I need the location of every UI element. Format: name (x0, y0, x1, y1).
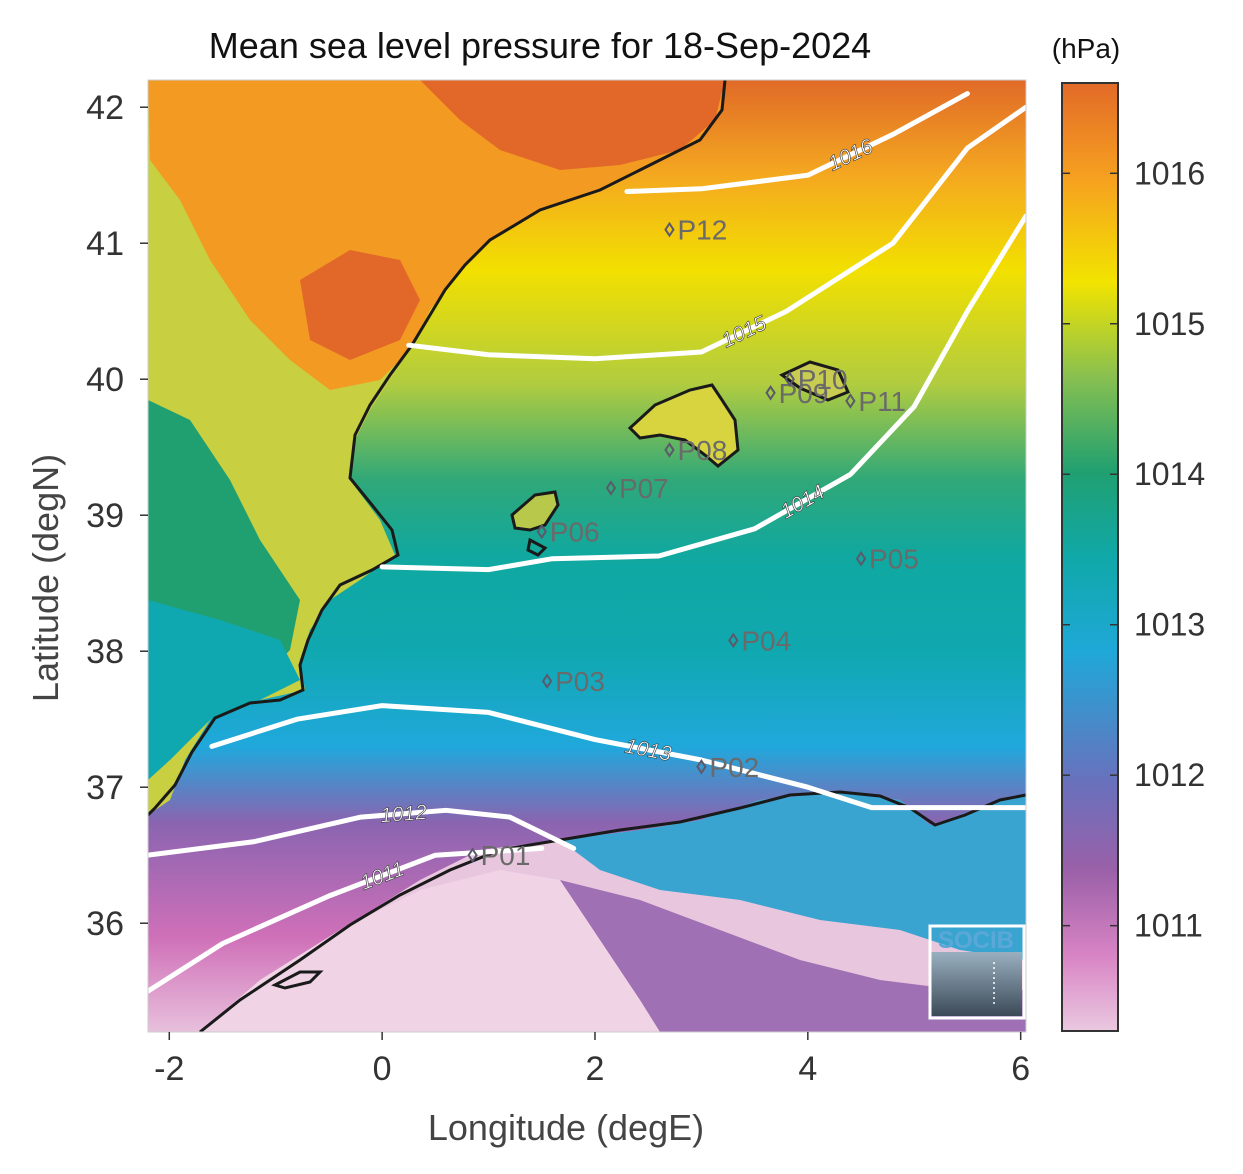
chart-title: Mean sea level pressure for 18-Sep-2024 (209, 25, 871, 66)
y-axis-ticks: 36 37 38 39 40 41 42 (86, 89, 148, 943)
coastline-north-africa (199, 790, 1026, 1032)
x-tick-label: 2 (586, 1050, 605, 1088)
station-label: P06 (550, 517, 600, 548)
island-menorca (782, 362, 848, 400)
station-marker (605, 480, 617, 496)
x-axis-label: Longitude (degE) (428, 1107, 704, 1148)
coastline-alboran-island (271, 970, 324, 990)
contour-line-1014 (379, 213, 1026, 573)
coastline-ibiza (510, 490, 560, 532)
socib-logo-background (930, 952, 1022, 1016)
station-label: P03 (555, 666, 605, 697)
socib-logo-text: SOCIB (938, 927, 1014, 954)
colorbar-tick-label: 1012 (1134, 757, 1205, 793)
land-iberia-peak-inland (300, 250, 420, 360)
colorbar-tick-label: 1014 (1134, 456, 1205, 492)
map-area (148, 80, 1026, 1032)
colorbar-tick-label: 1011 (1134, 908, 1203, 944)
station-marker (855, 550, 867, 567)
colorbar-tick-label: 1013 (1134, 607, 1205, 643)
contour-line-1013 (209, 703, 1026, 811)
y-tick-label: 36 (86, 905, 124, 943)
map-frame (147, 79, 1027, 1033)
station-marker (541, 673, 553, 689)
land-iberia-coastal (148, 600, 300, 780)
station-marker (536, 523, 547, 540)
colorbar-unit: (hPa) (1052, 33, 1120, 64)
x-tick-label: 4 (798, 1050, 817, 1088)
colorbar: (hPa) 1011 1012 1013 1014 1015 1016 (1052, 33, 1205, 1032)
station-marker (784, 371, 795, 388)
station-label: P01 (481, 840, 531, 871)
station-label: P07 (619, 473, 669, 504)
station-label: P10 (798, 364, 848, 395)
land-north-africa-coastal (560, 792, 1026, 960)
x-tick-label: -2 (154, 1050, 184, 1088)
colorbar-tick-label: 1015 (1134, 306, 1205, 342)
contour-line-1012 (148, 807, 577, 858)
station-label: P11 (858, 386, 906, 417)
colorbar-tick-label: 1016 (1134, 155, 1205, 191)
station-label: P12 (677, 215, 727, 246)
land-north-africa-low (200, 870, 660, 1032)
colorbar-ticks: 1011 1012 1013 1014 1015 1016 (1062, 155, 1205, 944)
y-tick-label: 38 (86, 633, 124, 671)
colorbar-ramp (1061, 82, 1119, 1032)
x-tick-label: 0 (373, 1050, 392, 1088)
x-tick-label: 6 (1011, 1050, 1030, 1088)
socib-logo: SOCIB (928, 924, 1026, 1020)
coastlines (148, 80, 1026, 1032)
station-label: P08 (677, 435, 727, 466)
socib-logo-frame (928, 924, 1026, 1020)
station-marker (696, 758, 707, 775)
contour-line-1016 (624, 91, 970, 195)
contour-line-1015 (406, 104, 1026, 362)
station-marker (765, 384, 776, 401)
coastline-menorca (779, 360, 851, 402)
y-tick-label: 39 (86, 497, 124, 535)
station-label: P02 (709, 752, 759, 783)
y-axis-label: Latitude (degN) (25, 454, 66, 702)
y-tick-label: 42 (86, 89, 124, 127)
y-tick-label: 37 (86, 769, 124, 807)
land-iberia-peak (420, 80, 725, 170)
station-marker (728, 632, 739, 649)
station-label: P09 (779, 378, 829, 409)
coastline-mallorca (627, 383, 740, 468)
station-marker (845, 393, 856, 409)
coastline-formentera (526, 537, 548, 557)
coastline-iberia (148, 80, 727, 817)
y-tick-label: 41 (86, 225, 124, 263)
x-axis-ticks: -2 0 2 4 6 (154, 1032, 1030, 1088)
y-tick-label: 40 (86, 361, 124, 399)
station-marker (467, 847, 478, 864)
station-label: P05 (869, 544, 919, 575)
land-north-africa-mid (560, 880, 1026, 1032)
contour-label: 1012 (379, 801, 428, 828)
station-label: P04 (741, 625, 791, 656)
contour-label-group: 1012 (379, 801, 428, 828)
station-marker (664, 442, 675, 458)
station-marker (664, 221, 675, 238)
